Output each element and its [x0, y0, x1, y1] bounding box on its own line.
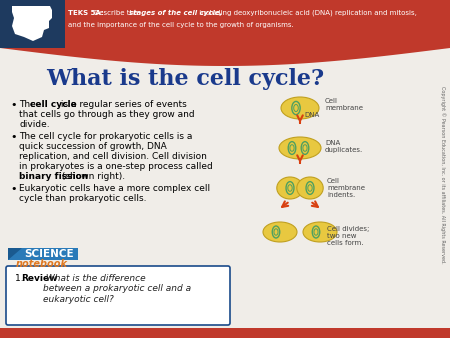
Text: What is the difference
between a prokaryotic cell and a
eukaryotic cell?: What is the difference between a prokary… [43, 274, 191, 304]
Text: DNA: DNA [304, 112, 319, 118]
Text: in prokaryotes is a one-step process called: in prokaryotes is a one-step process cal… [19, 162, 213, 171]
Text: and the importance of the cell cycle to the growth of organisms.: and the importance of the cell cycle to … [68, 22, 294, 28]
Text: The: The [19, 100, 39, 109]
Polygon shape [0, 48, 450, 66]
Text: Cell divides;
two new
cells form.: Cell divides; two new cells form. [327, 226, 369, 246]
Polygon shape [12, 6, 52, 41]
Text: notebook: notebook [16, 259, 68, 269]
Text: Cell
membrane: Cell membrane [325, 98, 363, 111]
Text: binary fission: binary fission [19, 172, 88, 181]
Ellipse shape [297, 177, 323, 199]
Text: cell cycle: cell cycle [31, 100, 77, 109]
Text: (shown right).: (shown right). [59, 172, 125, 181]
Text: SCIENCE: SCIENCE [24, 249, 74, 259]
Ellipse shape [281, 97, 319, 119]
Ellipse shape [277, 177, 303, 199]
Text: Cell
membrane
indents.: Cell membrane indents. [327, 178, 365, 198]
Text: •: • [10, 100, 17, 110]
FancyBboxPatch shape [0, 0, 450, 48]
Text: •: • [10, 132, 17, 142]
Text: cycle than prokaryotic cells.: cycle than prokaryotic cells. [19, 194, 147, 203]
Text: DNA
duplicates.: DNA duplicates. [325, 140, 363, 153]
FancyBboxPatch shape [6, 266, 230, 325]
Text: 1.: 1. [15, 274, 27, 283]
Text: Review: Review [21, 274, 58, 283]
Polygon shape [8, 248, 22, 260]
Text: stages of the cell cycle,: stages of the cell cycle, [129, 10, 222, 16]
Text: Copyright © Pearson Education, Inc. or its affiliates. All Rights Reserved.: Copyright © Pearson Education, Inc. or i… [440, 86, 446, 264]
Text: What is the cell cycle?: What is the cell cycle? [46, 68, 324, 90]
Text: •: • [10, 184, 17, 194]
Text: Describe the: Describe the [94, 10, 140, 16]
Ellipse shape [303, 222, 337, 242]
Ellipse shape [263, 222, 297, 242]
Text: Eukaryotic cells have a more complex cell: Eukaryotic cells have a more complex cel… [19, 184, 210, 193]
Text: is a regular series of events: is a regular series of events [58, 100, 187, 109]
Polygon shape [8, 248, 78, 260]
FancyBboxPatch shape [0, 328, 450, 338]
Text: that cells go through as they grow and: that cells go through as they grow and [19, 110, 194, 119]
Text: TEKS 5A:: TEKS 5A: [68, 10, 106, 16]
Ellipse shape [279, 137, 321, 159]
Text: replication, and cell division. Cell division: replication, and cell division. Cell div… [19, 152, 207, 161]
Text: divide.: divide. [19, 120, 50, 129]
Text: quick succession of growth, DNA: quick succession of growth, DNA [19, 142, 167, 151]
FancyBboxPatch shape [0, 0, 65, 48]
Text: including deoxyribonucleic acid (DNA) replication and mitosis,: including deoxyribonucleic acid (DNA) re… [197, 10, 417, 17]
Text: The cell cycle for prokaryotic cells is a: The cell cycle for prokaryotic cells is … [19, 132, 193, 141]
